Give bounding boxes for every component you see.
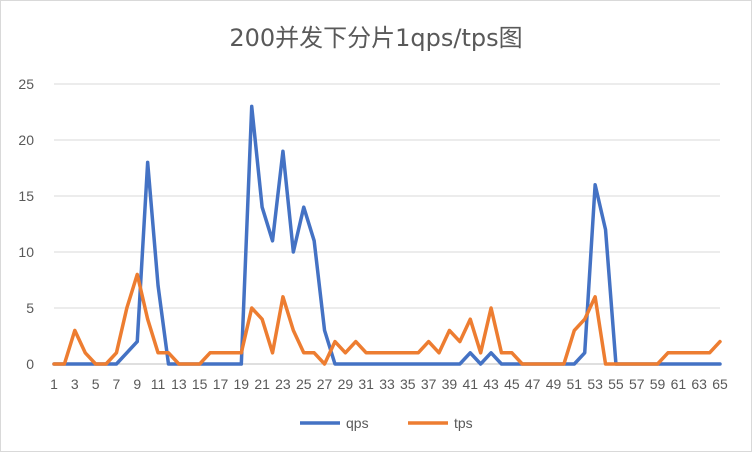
x-tick-label: 41 [462, 376, 478, 392]
series-line-tps [52, 272, 722, 366]
x-tick-label: 7 [113, 376, 121, 392]
x-tick-label: 51 [567, 376, 583, 392]
y-tick-label: 20 [18, 132, 34, 148]
x-tick-label: 1 [50, 376, 58, 392]
y-tick-label: 5 [26, 300, 34, 316]
x-tick-label: 49 [546, 376, 562, 392]
legend: qps tps [300, 415, 473, 431]
x-tick-label: 13 [171, 376, 187, 392]
x-tick-label: 33 [379, 376, 395, 392]
x-tick-label: 57 [629, 376, 645, 392]
x-tick-label: 59 [650, 376, 666, 392]
x-tick-label: 27 [317, 376, 333, 392]
y-tick-label: 10 [18, 244, 34, 260]
legend-label-tps: tps [454, 415, 473, 431]
x-tick-label: 3 [71, 376, 79, 392]
y-tick-label: 15 [18, 188, 34, 204]
x-tick-label: 5 [92, 376, 100, 392]
x-tick-label: 21 [254, 376, 270, 392]
x-tick-label: 9 [133, 376, 141, 392]
y-axis-ticks: 0 5 10 15 20 25 [18, 76, 34, 372]
x-tick-label: 43 [483, 376, 499, 392]
y-tick-label: 25 [18, 76, 34, 92]
x-tick-label: 63 [691, 376, 707, 392]
x-tick-label: 19 [234, 376, 250, 392]
x-tick-label: 61 [671, 376, 687, 392]
chart-title: 200并发下分片1qps/tps图 [229, 24, 523, 52]
x-axis-ticks: 1 3 5 7 9 11 13 15 17 19 21 23 25 27 29 31 33 35 37 39 41 43 4… [50, 376, 728, 392]
series-line-qps [52, 104, 722, 366]
x-tick-label: 35 [400, 376, 416, 392]
y-tick-label: 0 [26, 356, 34, 372]
legend-label-qps: qps [346, 415, 369, 431]
x-tick-label: 31 [358, 376, 374, 392]
x-tick-label: 11 [151, 376, 166, 392]
x-tick-label: 39 [442, 376, 458, 392]
x-tick-label: 45 [504, 376, 520, 392]
series-lines [52, 104, 722, 366]
x-tick-label: 29 [338, 376, 354, 392]
x-tick-label: 53 [587, 376, 603, 392]
x-tick-label: 65 [712, 376, 728, 392]
x-tick-label: 17 [213, 376, 229, 392]
x-tick-label: 25 [296, 376, 312, 392]
x-tick-label: 15 [192, 376, 208, 392]
x-tick-label: 55 [608, 376, 624, 392]
x-tick-label: 47 [525, 376, 541, 392]
x-tick-label: 23 [275, 376, 291, 392]
x-tick-label: 37 [421, 376, 437, 392]
